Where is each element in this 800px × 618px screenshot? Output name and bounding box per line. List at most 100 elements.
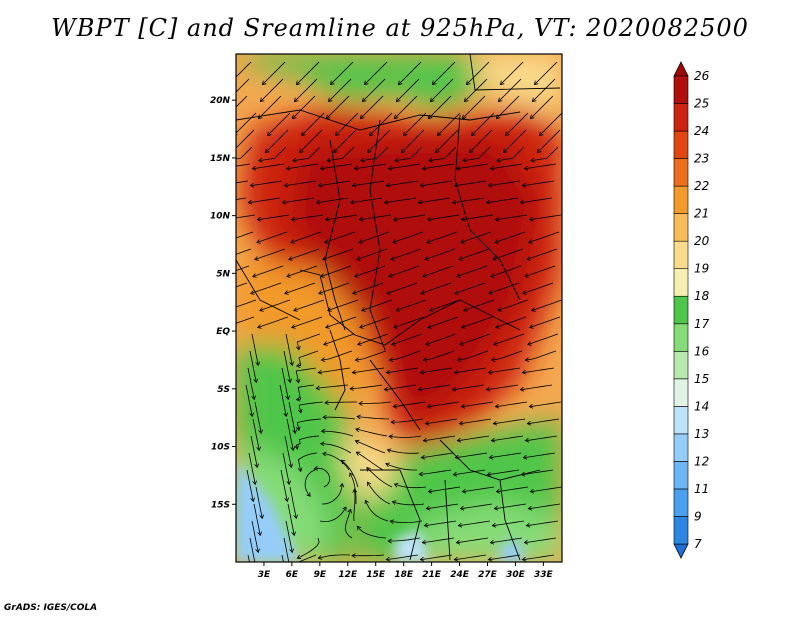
streamline [327, 299, 359, 311]
streamline-arrow [419, 556, 425, 562]
streamline [534, 61, 558, 85]
wbpt-shading [236, 54, 562, 562]
streamline-arrow [284, 290, 289, 295]
streamline [356, 526, 387, 539]
lon-tick-label: 18E [394, 570, 414, 580]
streamline [424, 520, 457, 527]
lon-tick-label: 6E [286, 570, 299, 580]
streamline [530, 486, 562, 493]
streamline [354, 265, 386, 277]
streamline [236, 214, 256, 219]
streamline [393, 401, 426, 407]
colorbar-bin [673, 323, 689, 352]
streamline [282, 197, 315, 204]
streamline [391, 333, 423, 345]
streamline [352, 180, 385, 187]
streamline [359, 214, 392, 221]
streamline [321, 483, 343, 505]
streamline-arrow [216, 183, 220, 187]
streamline [318, 367, 351, 374]
lon-tick-label: 15E [366, 570, 386, 580]
streamline [265, 129, 289, 153]
streamline-arrow [320, 441, 325, 447]
streamline-arrow [297, 467, 303, 473]
streamline-arrow [486, 471, 492, 477]
streamline [291, 316, 323, 328]
streamline [385, 463, 417, 471]
streamline-arrow [354, 439, 360, 445]
lat-tick-label: 10S [211, 443, 230, 453]
streamline [420, 282, 452, 294]
streamline-arrow [397, 80, 403, 86]
streamline-arrow [529, 488, 535, 494]
streamline-arrow [422, 437, 428, 443]
streamline [254, 401, 262, 434]
streamline-arrow [349, 472, 354, 477]
lat-tick-label: 5S [217, 385, 230, 395]
streamline-arrow [295, 426, 301, 432]
streamline-arrow [224, 115, 228, 119]
axis-ticks: 20N 15N 10N 5N EQ 5S 10S 15S 3E 6E 9E 12E 15E 18E 21E 2… [210, 96, 554, 580]
streamline-arrow [293, 514, 298, 520]
streamline-arrow [317, 369, 323, 375]
streamline-arrow [422, 357, 428, 362]
streamline [524, 265, 556, 277]
streamline-arrow [388, 273, 393, 278]
streamline [299, 129, 323, 153]
streamline [462, 146, 491, 162]
streamline-arrow [521, 369, 527, 375]
streamline-arrow [231, 149, 235, 153]
streamline-arrow [497, 97, 503, 103]
streamline [350, 197, 383, 204]
streamline [452, 197, 485, 204]
streamline-arrow [456, 437, 462, 443]
streamline-arrow [495, 324, 500, 329]
streamline-arrow [255, 361, 260, 367]
streamline [283, 537, 290, 562]
streamline [252, 265, 284, 277]
streamline [297, 537, 320, 559]
streamline [393, 214, 426, 221]
streamline-arrow [313, 465, 319, 471]
streamline-arrow [288, 256, 293, 261]
streamline-arrow [360, 157, 365, 163]
streamline-arrow [252, 273, 257, 278]
streamline-arrow [296, 554, 302, 560]
streamline [247, 554, 250, 562]
lon-tick-label: 9E [314, 570, 327, 580]
colorbar-bin [673, 516, 689, 545]
streamline-arrow [490, 273, 495, 278]
streamline-arrow [261, 80, 267, 86]
colorbar-label: 26 [694, 69, 710, 83]
streamline-arrow [339, 482, 345, 488]
streamline [522, 282, 554, 294]
streamline-arrow [383, 386, 389, 392]
streamline-arrow [489, 165, 495, 171]
streamline-arrow [283, 412, 288, 418]
streamline-arrow [258, 157, 263, 163]
streamline [388, 163, 421, 170]
streamline [356, 451, 384, 471]
streamline-arrow [290, 239, 295, 244]
streamline [491, 435, 524, 442]
streamline [520, 197, 553, 204]
streamline-arrow [293, 97, 299, 103]
streamline-arrow [290, 446, 295, 452]
streamline-arrow [366, 148, 372, 154]
streamline [462, 486, 495, 493]
streamline [321, 430, 354, 437]
streamline-arrow [451, 386, 457, 392]
colorbar-label: 7 [694, 537, 702, 551]
streamline-arrow [393, 482, 399, 488]
streamline-arrow [528, 239, 533, 244]
streamline-arrow [417, 386, 423, 392]
streamline-arrow [289, 548, 294, 554]
streamline-arrow [327, 97, 333, 103]
streamline [289, 486, 297, 519]
streamline-arrow [456, 273, 461, 278]
streamline-arrow [387, 538, 392, 544]
streamline-arrow [285, 165, 291, 171]
streamline [458, 520, 491, 527]
colorbar-bin [673, 350, 689, 380]
streamline [454, 554, 487, 561]
